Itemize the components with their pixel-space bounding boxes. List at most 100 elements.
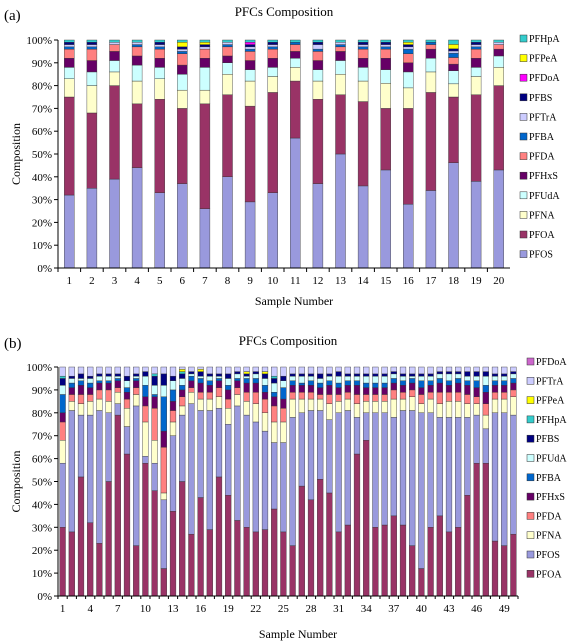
- bar-segment-pfhxs: [215, 380, 223, 388]
- bar-segment-pftra: [399, 366, 407, 375]
- bar-segment-pfhxs: [96, 382, 103, 391]
- bar-segment-pfda: [64, 48, 75, 59]
- legend-swatch: [519, 152, 528, 160]
- bar-segment-pfos: [427, 412, 434, 528]
- bar-segment-pftra: [427, 366, 434, 375]
- y-tick-label: 50%: [32, 149, 52, 161]
- bar-segment-pfna: [357, 80, 369, 102]
- bar-segment-pfpea: [243, 371, 250, 375]
- bar-segment-pfna: [267, 76, 278, 93]
- bar-segment-pftra: [403, 46, 414, 50]
- bar-segment-pfna: [68, 401, 75, 411]
- bar-segment-pfna: [243, 401, 250, 416]
- legend-label: PFHxS: [536, 492, 565, 503]
- y-tick-label: 80%: [32, 408, 52, 420]
- bar-segment-pfhxs: [280, 398, 287, 409]
- bar-segment-pftra: [381, 366, 388, 375]
- bar-segment-pfoa: [243, 527, 250, 597]
- bar-segment-pfoa: [96, 543, 103, 597]
- x-tick-label: 14: [358, 275, 370, 287]
- legend-swatch: [519, 73, 528, 82]
- bar-segment-pfuda: [252, 373, 259, 379]
- bar-segment-pfoa: [222, 94, 233, 178]
- bar-segment-pfpea: [199, 42, 211, 45]
- bar-segment-pfba: [154, 46, 165, 50]
- bar-segment-pftra: [298, 366, 305, 375]
- bar-segment-pftra: [243, 366, 250, 372]
- y-tick-label: 70%: [32, 103, 52, 115]
- bar-segment-pfuda: [455, 373, 462, 379]
- bar-segment-pfba: [470, 46, 482, 50]
- bar-segment-pfba: [96, 380, 103, 384]
- legend-swatch: [526, 550, 535, 559]
- bar-segment-pftra: [344, 366, 351, 375]
- bar-segment-pfda: [464, 394, 471, 404]
- x-tick-label: 9: [247, 275, 253, 287]
- bar-segment-pfuda: [244, 69, 256, 82]
- bar-segment-pfba: [86, 46, 98, 50]
- bar-segment-pfuda: [267, 67, 278, 77]
- bar-segment-pfna: [418, 403, 425, 414]
- bar-segment-pfda: [197, 391, 204, 400]
- bar-segment-pfuda: [418, 375, 425, 381]
- bar-segment-pfba: [131, 44, 143, 48]
- x-tick-label: 22: [250, 603, 261, 615]
- bar-segment-pfna: [464, 403, 471, 418]
- bar-segment-pfba: [114, 378, 121, 381]
- bar-segment-pfbs: [169, 375, 177, 381]
- bar-segment-pfhpa: [335, 39, 346, 43]
- bar-segment-pfhxs: [59, 412, 66, 423]
- bar-segment-pfba: [64, 46, 75, 50]
- bar-segment-pfhpa: [470, 39, 482, 43]
- bar-segment-pfda: [252, 391, 259, 404]
- bar-segment-pfos: [215, 408, 223, 478]
- bar-segment-pfbs: [326, 373, 333, 377]
- bar-segment-pfos: [409, 410, 416, 546]
- bar-segment-pfda: [482, 403, 489, 416]
- bar-segment-pfos: [252, 421, 259, 533]
- legend-label: PFBS: [536, 434, 559, 445]
- bar-segment-pfna: [290, 67, 301, 82]
- bar-segment-pfoa: [68, 531, 75, 597]
- bar-segment-pfpea: [448, 44, 459, 49]
- bar-segment-pfba: [312, 48, 324, 52]
- bar-segment-pfhpa: [290, 39, 301, 43]
- bar-segment-pfos: [243, 414, 250, 528]
- bar-segment-pfuda: [105, 375, 112, 381]
- bar-segment-pfba: [188, 375, 195, 381]
- legend-label: PFPeA: [529, 54, 558, 65]
- bar-segment-pfbs: [445, 371, 453, 375]
- legend-swatch: [526, 396, 535, 404]
- bar-segment-pfbs: [381, 373, 388, 377]
- bar-segment-pfba: [87, 382, 94, 388]
- bar-segment-pftra: [179, 366, 186, 370]
- bar-segment-pfda: [244, 51, 256, 61]
- bar-segment-pfda: [188, 387, 195, 393]
- x-tick-label: 11: [290, 275, 301, 287]
- bar-segment-pfoa: [133, 545, 140, 597]
- bar-segment-pfuda: [403, 71, 414, 89]
- bar-segment-pfhxs: [179, 389, 186, 397]
- bar-segment-pfhxs: [109, 51, 120, 61]
- bar-segment-pfbs: [344, 373, 351, 377]
- bar-segment-pfda: [298, 391, 305, 400]
- bar-segment-pftra: [160, 366, 167, 375]
- bar-segment-pfna: [77, 403, 85, 416]
- bar-segment-pfoa: [59, 527, 66, 597]
- bar-segment-pfoa: [151, 490, 158, 597]
- bar-segment-pfda: [261, 398, 269, 413]
- bar-segment-pfhpa: [493, 39, 504, 43]
- bar-segment-pftra: [169, 366, 177, 377]
- bar-segment-pfda: [445, 391, 453, 402]
- bar-segment-pfos: [206, 410, 213, 530]
- bar-segment-pftra: [501, 366, 508, 375]
- bar-segment-pfoa: [225, 495, 232, 597]
- bar-segment-pfos: [114, 403, 121, 416]
- bar-segment-pfhxs: [464, 385, 471, 395]
- bar-segment-pfuda: [77, 378, 85, 381]
- bar-segment-pfuda: [215, 375, 223, 379]
- y-tick-label: 30%: [32, 522, 52, 534]
- bar-segment-pfoa: [436, 515, 443, 597]
- bar-segment-pfda: [87, 394, 94, 402]
- legend-label: PFOS: [536, 550, 560, 561]
